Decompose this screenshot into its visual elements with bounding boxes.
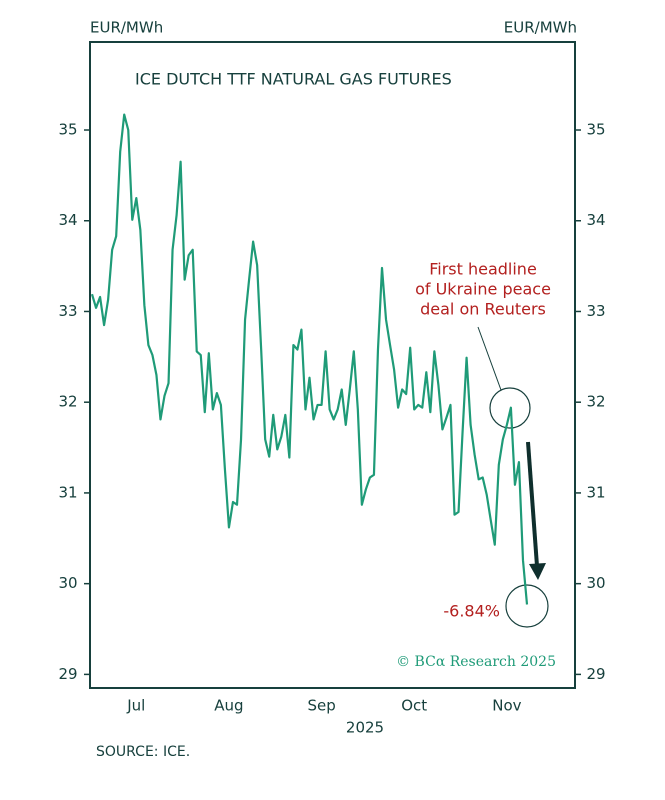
annotation: deal on Reuters — [420, 300, 546, 319]
arrow-head — [529, 563, 546, 580]
y2-tick-label: 32 — [586, 393, 605, 411]
annotation: of Ukraine peace — [415, 280, 551, 299]
x-axis-label: 2025 — [346, 719, 384, 737]
chart-title: ICE DUTCH TTF NATURAL GAS FUTURES — [135, 70, 452, 89]
arrow-shaft — [526, 441, 539, 567]
source: SOURCE: ICE. — [96, 744, 190, 760]
y-tick-label: 29 — [58, 665, 77, 683]
plot-frame — [89, 41, 576, 689]
y2-tick-label: 33 — [586, 302, 605, 320]
highlight-circle — [505, 584, 549, 628]
x-tick-label: Oct — [401, 697, 427, 715]
y2-tick-label: 29 — [586, 665, 605, 683]
y-tick-label: 30 — [58, 574, 77, 592]
annotation: -6.84% — [443, 602, 500, 621]
y2-tick-label: 35 — [586, 121, 605, 139]
y-tick-label: 31 — [58, 483, 77, 501]
y-tick-label: 35 — [58, 121, 77, 139]
y2-tick-label: 31 — [586, 483, 605, 501]
x-tick-label: Sep — [307, 697, 335, 715]
y2-axis-label: EUR/MWh — [504, 19, 577, 37]
y-tick-label: 32 — [58, 393, 77, 411]
annotation: First headline — [429, 260, 537, 279]
x-tick-label: Jul — [126, 697, 145, 715]
y-axis-label: EUR/MWh — [90, 19, 163, 37]
x-tick-label: Aug — [214, 697, 243, 715]
callout-line — [477, 326, 502, 391]
x-tick-label: Nov — [492, 697, 521, 715]
y-tick-label: 33 — [58, 302, 77, 320]
y2-tick-label: 30 — [586, 574, 605, 592]
y2-tick-label: 34 — [586, 211, 605, 229]
y-tick-label: 34 — [58, 211, 77, 229]
credit: © BCα Research 2025 — [396, 654, 556, 670]
highlight-circle — [489, 387, 531, 429]
data-line — [90, 113, 529, 605]
